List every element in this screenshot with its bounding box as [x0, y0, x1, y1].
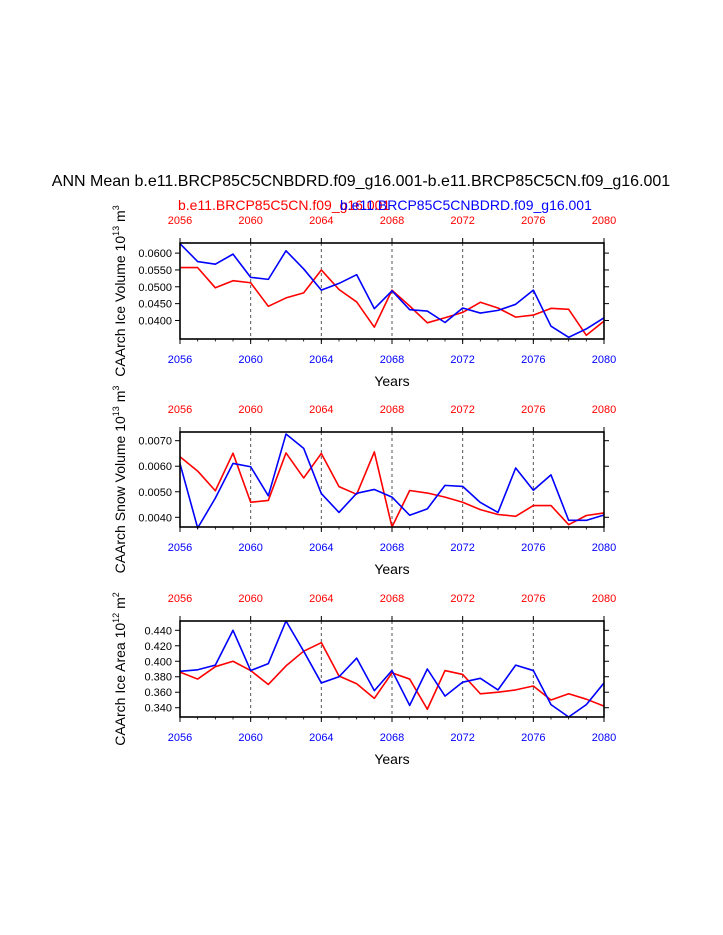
x-tick-label-bottom: 2068: [380, 732, 404, 744]
y-tick-label: 0.0060: [138, 461, 172, 473]
x-tick-label-bottom: 2060: [238, 542, 262, 554]
series-line-blue: [179, 433, 605, 529]
x-tick-label-bottom: 2072: [450, 542, 474, 554]
x-tick-label-top: 2076: [521, 215, 545, 227]
x-tick-label-top: 2080: [592, 404, 616, 416]
y-axis-label-part: m: [112, 391, 128, 407]
x-tick-label-bottom: 2076: [521, 542, 545, 554]
x-tick-label-top: 2072: [450, 215, 474, 227]
x-axis-label: Years: [374, 561, 409, 577]
x-tick-label-top: 2060: [238, 404, 262, 416]
y-tick-label: 0.340: [144, 703, 172, 715]
y-axis-label: CAArch Ice Area 1012 m2: [111, 592, 128, 746]
y-axis-label-part: 3: [111, 386, 121, 391]
x-tick-label-bottom: 2056: [168, 354, 192, 366]
x-axis-label: Years: [374, 373, 409, 389]
x-tick-label-top: 2076: [521, 404, 545, 416]
x-tick-label-bottom: 2064: [309, 732, 333, 744]
y-axis-label-part: CAArch Snow Volume 10: [112, 416, 128, 573]
x-tick-label-bottom: 2068: [380, 354, 404, 366]
x-tick-label-bottom: 2076: [521, 732, 545, 744]
x-tick-label-bottom: 2064: [309, 354, 333, 366]
y-axis-label-part: m: [112, 597, 128, 613]
chart-panel-3: 2056 2056 2060 2060 2064 2064 2068 2068 2072 2072…: [111, 592, 616, 767]
series-line-blue: [179, 620, 605, 718]
chart-panel-2: 2056 2056 2060 2060 2064 2064 2068 2068 2072 2072…: [111, 386, 616, 577]
x-tick-label-top: 2064: [309, 593, 333, 605]
y-axis-label-part: CAArch Ice Volume 10: [112, 236, 128, 377]
x-tick-label-top: 2072: [450, 404, 474, 416]
legend-blue-label: b.e11.BRCP85C5CNBDRD.f09_g16.001: [340, 197, 592, 213]
x-tick-label-bottom: 2068: [380, 542, 404, 554]
x-tick-label-bottom: 2060: [238, 732, 262, 744]
y-axis-label: CAArch Snow Volume 1013 m3: [111, 386, 128, 574]
x-tick-label-top: 2056: [168, 215, 192, 227]
y-tick-label: 0.0040: [138, 512, 172, 524]
y-tick-label: 0.0070: [138, 436, 172, 448]
y-axis-label-part: 13: [111, 406, 121, 416]
y-tick-label: 0.0450: [138, 299, 172, 311]
x-tick-label-top: 2064: [309, 215, 333, 227]
y-tick-label: 0.380: [144, 672, 172, 684]
x-tick-label-top: 2068: [380, 215, 404, 227]
x-tick-label-bottom: 2076: [521, 354, 545, 366]
x-tick-label-bottom: 2056: [168, 732, 192, 744]
y-tick-label: 0.360: [144, 687, 172, 699]
y-tick-label: 0.420: [144, 641, 172, 653]
legend-red-label: b.e11.BRCP85C5CN.f09_g16.001: [178, 197, 390, 213]
x-tick-label-bottom: 2072: [450, 354, 474, 366]
y-axis-label-part: 2: [111, 592, 121, 597]
x-tick-label-bottom: 2060: [238, 354, 262, 366]
y-tick-label: 0.0500: [138, 282, 172, 294]
y-axis-label-part: CAArch Ice Area 10: [112, 623, 128, 746]
y-axis-label-part: 13: [111, 226, 121, 236]
x-tick-label-top: 2076: [521, 593, 545, 605]
y-axis-label-part: 12: [111, 613, 121, 623]
x-tick-label-top: 2064: [309, 404, 333, 416]
figure-title: ANN Mean b.e11.BRCP85C5CNBDRD.f09_g16.00…: [52, 173, 671, 190]
x-tick-label-top: 2080: [592, 593, 616, 605]
y-tick-label: 0.0600: [138, 248, 172, 260]
x-tick-label-bottom: 2056: [168, 542, 192, 554]
x-tick-label-top: 2060: [238, 593, 262, 605]
x-axis-label: Years: [374, 751, 409, 767]
x-tick-label-top: 2056: [168, 593, 192, 605]
y-axis-label-part: m: [112, 210, 128, 226]
x-tick-label-bottom: 2064: [309, 542, 333, 554]
x-tick-label-top: 2072: [450, 593, 474, 605]
y-axis-label: CAArch Ice Volume 1013 m3: [111, 205, 128, 376]
x-tick-label-bottom: 2072: [450, 732, 474, 744]
y-tick-label: 0.0050: [138, 487, 172, 499]
x-tick-label-top: 2068: [380, 404, 404, 416]
series-line-blue: [179, 243, 605, 339]
y-tick-label: 0.440: [144, 625, 172, 637]
chart-panel-1: 2056 2056 2060 2060 2064 2064 2068 2068 2072 2072…: [111, 205, 616, 389]
x-tick-label-bottom: 2080: [592, 542, 616, 554]
y-tick-label: 0.400: [144, 656, 172, 668]
x-tick-label-top: 2068: [380, 593, 404, 605]
x-tick-label-bottom: 2080: [592, 354, 616, 366]
x-tick-label-top: 2056: [168, 404, 192, 416]
x-tick-label-top: 2060: [238, 215, 262, 227]
y-tick-label: 0.0550: [138, 265, 172, 277]
y-tick-label: 0.0400: [138, 315, 172, 327]
x-tick-label-top: 2080: [592, 215, 616, 227]
x-tick-label-bottom: 2080: [592, 732, 616, 744]
y-axis-label-part: 3: [111, 205, 121, 210]
series-line-red: [180, 266, 605, 337]
